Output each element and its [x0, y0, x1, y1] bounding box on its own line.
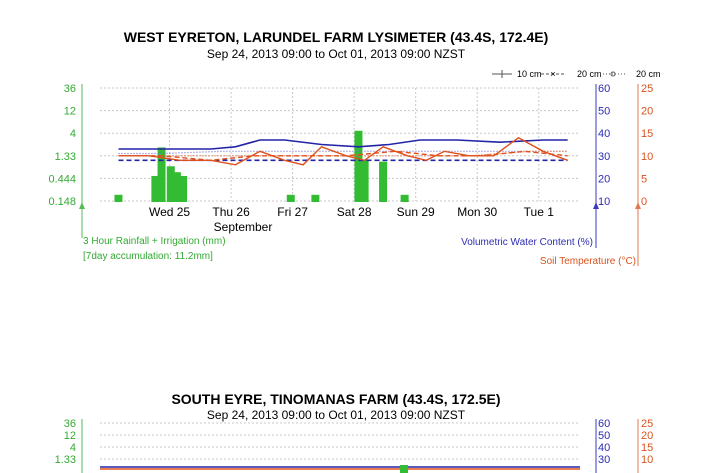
- left-tick-label: 12: [64, 430, 76, 442]
- rain-bar: [360, 159, 369, 202]
- rain-bar: [151, 175, 160, 202]
- legend-20cm-marker: ×: [550, 69, 555, 79]
- vwc-tick-label: 30: [598, 151, 610, 163]
- rain-bar: [379, 161, 388, 202]
- chart-1-vwc-label: Volumetric Water Content (%): [461, 237, 593, 248]
- chart-2-axes: [81, 419, 639, 473]
- rain-bar: [114, 194, 123, 202]
- chart-2: SOUTH EYRE, TINOMANAS FARM (43.4S, 172.5…: [55, 391, 653, 473]
- left-tick-label: 0.444: [48, 173, 76, 185]
- temp-tick-label: 15: [641, 128, 653, 140]
- chart-1-temp-ticks: 25 20 15 10 5 0: [641, 83, 653, 208]
- legend-10cm-label: 10 cm: [517, 69, 542, 79]
- x-tick-label: Sun 29: [397, 205, 435, 219]
- vwc-tick-label: 20: [598, 173, 610, 185]
- vwc-tick-label: 60: [598, 418, 610, 430]
- chart-2-subtitle: Sep 24, 2013 09:00 to Oct 01, 2013 09:00…: [207, 408, 466, 422]
- rain-bar: [157, 147, 166, 202]
- x-tick-label: Fri 27: [277, 205, 308, 219]
- chart-1-x-group-label: September: [214, 220, 273, 234]
- chart-1-legend: 10 cm × 20 cm 20 cm: [492, 69, 661, 79]
- rain-bar: [400, 465, 408, 473]
- chart-1-series-lines: [118, 136, 568, 166]
- x-tick-label: Thu 26: [212, 205, 250, 219]
- x-tick-label: Mon 30: [457, 205, 497, 219]
- left-tick-label: 4: [70, 128, 76, 140]
- temp-axis-arrow: [635, 202, 641, 209]
- vwc-tick-label: 40: [598, 128, 610, 140]
- legend-20cm-deep-label: 20 cm: [636, 69, 661, 79]
- vwc-tick-label: 10: [598, 196, 610, 208]
- temp-tick-label: 25: [641, 83, 653, 95]
- x-tick-label: Sat 28: [337, 205, 372, 219]
- rain-bar: [166, 166, 175, 202]
- temp-tick-label: 10: [641, 151, 653, 163]
- legend-20cm-deep-marker: [610, 71, 616, 77]
- rain-bar: [172, 172, 181, 202]
- left-tick-label: 4: [70, 442, 76, 454]
- vwc-10cm-line: [118, 139, 568, 150]
- temp-tick-label: 25: [641, 418, 653, 430]
- chart-1-rain-bars: [114, 130, 409, 202]
- chart-1-accum-label: [7day accumulation: 11.2mm]: [83, 251, 213, 262]
- rain-bar: [400, 194, 409, 202]
- legend-20cm-label: 20 cm: [577, 69, 602, 79]
- chart-1-rain-label: 3 Hour Rainfall + Irrigation (mm): [83, 236, 226, 247]
- temp-tick-label: 5: [641, 173, 647, 185]
- left-tick-label: 36: [64, 418, 76, 430]
- chart-1-subtitle: Sep 24, 2013 09:00 to Oct 01, 2013 09:00…: [207, 47, 466, 61]
- left-tick-label: 1.33: [55, 151, 76, 163]
- vwc-tick-label: 50: [598, 430, 610, 442]
- vwc-tick-label: 50: [598, 106, 610, 118]
- chart-1: WEST EYRETON, LARUNDEL FARM LYSIMETER (4…: [48, 29, 660, 267]
- chart-1-x-ticks: Wed 25 Thu 26 Fri 27 Sat 28 Sun 29 Mon 30 Tue …: [149, 205, 554, 219]
- left-tick-label: 36: [64, 83, 76, 95]
- left-tick-label: 12: [64, 106, 76, 118]
- chart-2-title: SOUTH EYRE, TINOMANAS FARM (43.4S, 172.5…: [171, 391, 500, 407]
- vwc-tick-label: 30: [598, 454, 610, 466]
- chart-2-grid: [100, 422, 580, 460]
- chart-1-temp-label: Soil Temperature (°C): [540, 256, 636, 267]
- rain-bar: [311, 194, 320, 202]
- rain-bar: [286, 194, 295, 202]
- vwc-tick-label: 60: [598, 83, 610, 95]
- temp-tick-label: 0: [641, 196, 647, 208]
- temp-tick-label: 20: [641, 106, 653, 118]
- rain-axis-arrow: [79, 202, 85, 209]
- rain-bar: [354, 130, 363, 202]
- x-tick-label: Wed 25: [149, 205, 190, 219]
- x-tick-label: Tue 1: [524, 205, 555, 219]
- chart-2-series-lines: [100, 465, 580, 473]
- vwc-tick-label: 40: [598, 442, 610, 454]
- vwc-axis-arrow: [593, 202, 599, 209]
- left-tick-label: 1.33: [55, 454, 76, 466]
- chart-1-axes: [79, 84, 641, 266]
- temp-tick-label: 15: [641, 442, 653, 454]
- chart-1-vwc-ticks: 60 50 40 30 20 10: [598, 83, 610, 208]
- temp-20cm-deep-line: [118, 150, 568, 157]
- temp-tick-label: 10: [641, 454, 653, 466]
- chart-1-title: WEST EYRETON, LARUNDEL FARM LYSIMETER (4…: [124, 29, 549, 45]
- left-tick-label: 0.148: [48, 196, 76, 208]
- temp-10cm-line: [118, 136, 568, 166]
- rain-bar: [179, 175, 188, 202]
- temp-tick-label: 20: [641, 430, 653, 442]
- chart-1-left-ticks: 36 12 4 1.33 0.444 0.148: [48, 83, 76, 208]
- vwc-20cm-line: [118, 150, 568, 155]
